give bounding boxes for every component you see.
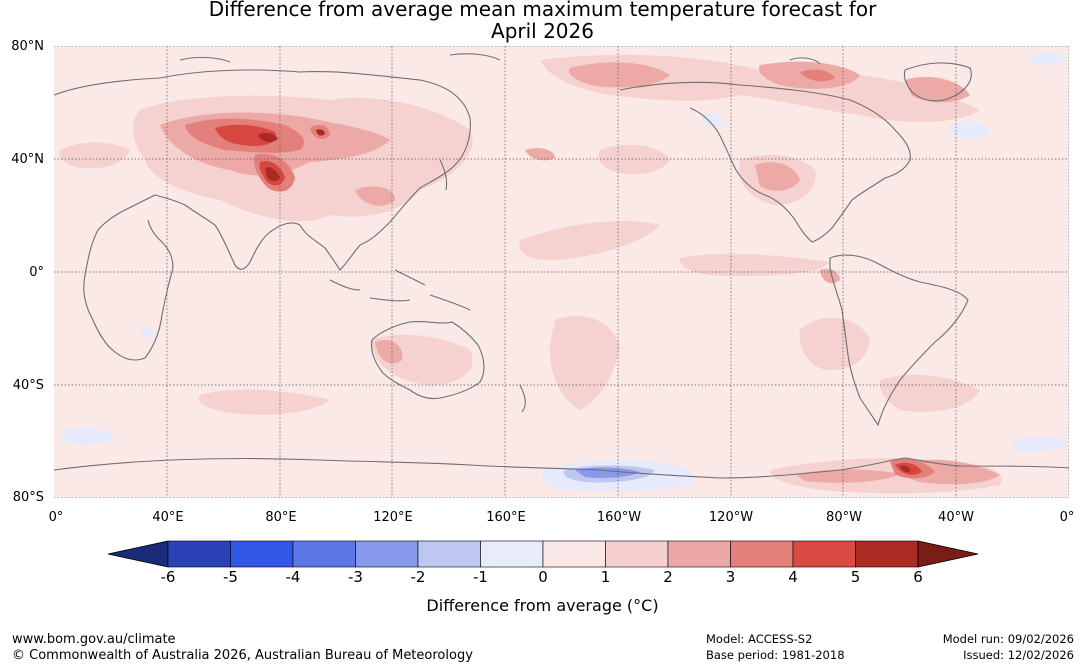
lon-label: 0° — [48, 510, 64, 525]
lat-label: 80°N — [11, 39, 44, 54]
lon-label: 80°E — [265, 510, 297, 525]
colorbar-caption: Difference from average (°C) — [426, 596, 659, 615]
colorbar-tick-label: 3 — [725, 568, 736, 586]
colorbar-segment — [355, 540, 419, 568]
coastlines — [54, 53, 1069, 479]
lat-label: 40°N — [11, 152, 44, 167]
colorbar-tick-label: -6 — [160, 568, 176, 586]
chart-title-line2: April 2026 — [491, 19, 594, 43]
colorbar-tick-label: 5 — [850, 568, 861, 586]
colorbar-tick-label: 1 — [600, 568, 611, 586]
colorbar-segment — [855, 540, 919, 568]
colorbar-extend-high — [917, 540, 979, 568]
footer-issued: Issued: 12/02/2026 — [963, 648, 1074, 662]
colorbar-segment — [230, 540, 294, 568]
lon-label: 120°E — [373, 510, 413, 525]
gridlines — [54, 46, 1069, 498]
colorbar-tick-label: -2 — [410, 568, 426, 586]
colorbar-tick-label: 6 — [913, 568, 923, 586]
lon-label: 40°E — [152, 510, 184, 525]
colorbar-segment — [667, 540, 731, 568]
lat-label: 80°S — [12, 490, 44, 505]
colorbar-tick-label: -5 — [223, 568, 238, 586]
colorbar-tick-label: 4 — [788, 568, 798, 586]
chart-title-line1: Difference from average mean maximum tem… — [208, 0, 877, 21]
colorbar-segment — [542, 540, 606, 568]
colorbar-segment — [417, 540, 481, 568]
footer-model-run: Model run: 09/02/2026 — [942, 632, 1074, 646]
colorbar-segment — [167, 540, 231, 568]
lon-label: 160°W — [596, 510, 642, 525]
colorbar-segment — [792, 540, 856, 568]
colorbar-segment — [730, 540, 794, 568]
lon-label: 0° — [1059, 510, 1075, 525]
colorbar — [107, 540, 979, 568]
colorbar-tick-label: -3 — [348, 568, 363, 586]
lon-label: 80°W — [826, 510, 862, 525]
colorbar-segment — [292, 540, 356, 568]
colorbar-tick-label: 2 — [663, 568, 673, 586]
lat-label: 0° — [29, 265, 44, 280]
colorbar-extend-low — [107, 540, 169, 568]
footer-base-period: Base period: 1981-2018 — [706, 648, 845, 662]
lon-label: 40°W — [938, 510, 974, 525]
lon-label: 160°E — [486, 510, 526, 525]
colorbar-tick-label: -1 — [473, 568, 488, 586]
footer-model: Model: ACCESS-S2 — [706, 632, 813, 646]
lat-label: 40°S — [12, 378, 44, 393]
colorbar-segment — [480, 540, 544, 568]
colorbar-segment — [605, 540, 669, 568]
colorbar-tick-label: 0 — [538, 568, 548, 586]
footer-website: www.bom.gov.au/climate — [12, 632, 176, 647]
anomaly-cool-zones — [60, 52, 1068, 492]
anomaly-band-5-6 — [258, 129, 911, 472]
footer-copyright: © Commonwealth of Australia 2026, Austra… — [12, 648, 473, 663]
lon-label: 120°W — [708, 510, 754, 525]
colorbar-tick-label: -4 — [285, 568, 301, 586]
